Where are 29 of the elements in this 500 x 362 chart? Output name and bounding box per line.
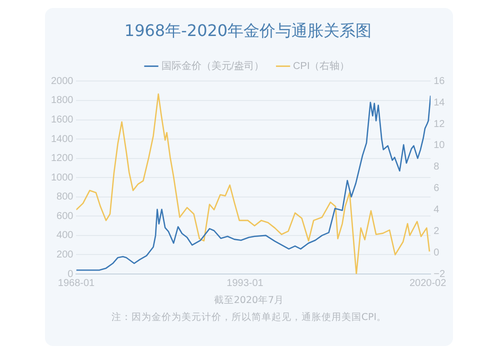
y-tick-label: 1000 <box>50 172 74 184</box>
y-tick-label: 1600 <box>50 114 74 126</box>
text: 截至2020年7月 <box>212 294 286 308</box>
y-tick-label: 1800 <box>50 95 74 106</box>
y-tick-label: 200 <box>56 249 74 260</box>
legend-label: CPI（右轴） <box>293 60 350 72</box>
y-tick-label: 1400 <box>50 134 74 145</box>
x-tick-label: 2020-02 <box>409 278 447 289</box>
y2-tick-label: 2 <box>434 226 440 237</box>
y-tick-label: 2000 <box>50 76 74 87</box>
y-tick-label: 600 <box>56 210 74 222</box>
y2-tick-label: 8 <box>434 162 440 173</box>
x-tick-label: 1993-01 <box>226 278 264 289</box>
y2-tick-label: −2 <box>434 268 446 280</box>
y-tick-label: 0 <box>68 268 74 280</box>
y-tick-label: 800 <box>56 192 74 203</box>
y2-tick-label: 0 <box>434 247 440 258</box>
y2-tick-label: 16 <box>434 76 446 87</box>
chart-title: 1968年-2020年金价与通胀关系图 <box>124 20 372 40</box>
y2-tick-label: 4 <box>434 204 440 216</box>
y-tick-label: 1200 <box>50 153 74 164</box>
y-tick-label: 400 <box>56 230 74 242</box>
y2-tick-label: 12 <box>434 118 446 130</box>
y2-tick-label: 6 <box>434 183 440 194</box>
y2-tick-label: 10 <box>434 140 446 152</box>
text: 注：因为金价为美元计价，所以简单起见，通胀使用美国CPI。 <box>110 311 388 325</box>
x-tick-label: 1968-01 <box>58 278 96 289</box>
y2-tick-label: 14 <box>434 97 446 108</box>
legend-label: 国际金价（美元/盎司） <box>161 60 264 72</box>
